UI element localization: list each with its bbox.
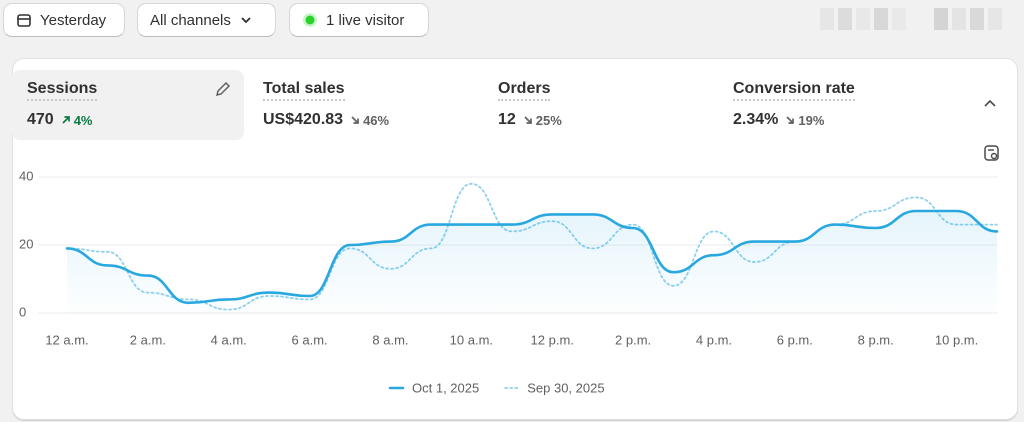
metric-value: 12 [498,111,516,128]
metric-label: Orders [498,80,551,101]
change-value: 46% [363,112,390,128]
metric-change: 46% [349,113,389,128]
arrow-down [786,116,795,124]
metric-tile[interactable]: Total sales US$420.83 46% [248,70,480,140]
live-button[interactable]: 1 live visitor [289,3,429,37]
metric-tile[interactable]: Orders 12 25% [483,70,715,140]
metric-label: Conversion rate [733,80,855,101]
metric-label: Sessions [27,80,98,101]
metric-tile[interactable]: Sessions 470 4% [12,70,244,140]
calendar-icon [17,14,31,27]
channels-button[interactable]: All channels [137,3,276,37]
change-value: 25% [535,112,562,128]
live-label: 1 live visitor [326,11,405,29]
metric-tile[interactable]: Conversion rate 2.34% 19% [718,70,950,140]
metric-change: 25% [522,113,562,128]
metric-value: 2.34% [733,111,779,128]
metric-change: 19% [784,113,824,128]
metric-row: 470 4% [27,111,229,129]
metric-row: US$420.83 46% [263,111,465,129]
metric-value: 470 [27,111,54,128]
metric-row: 2.34% 19% [733,111,935,129]
metric-label: Total sales [263,80,345,101]
change-value: 19% [798,112,825,128]
collapse-button[interactable] [982,96,998,112]
metric-row: 12 25% [498,111,700,129]
live-dot [303,13,317,27]
arrow-down [524,116,532,124]
report-icon[interactable] [983,144,1001,162]
metric-value: US$420.83 [263,111,344,128]
date-label: Yesterday [40,11,107,29]
chevron-down [241,17,251,24]
arrow-up [62,116,70,124]
channels-label: All channels [150,11,231,29]
arrow-down [351,116,359,124]
date-button[interactable]: Yesterday [3,3,125,37]
edit-icon[interactable] [214,80,232,98]
change-value: 4% [73,112,93,128]
metric-change: 4% [60,113,93,128]
